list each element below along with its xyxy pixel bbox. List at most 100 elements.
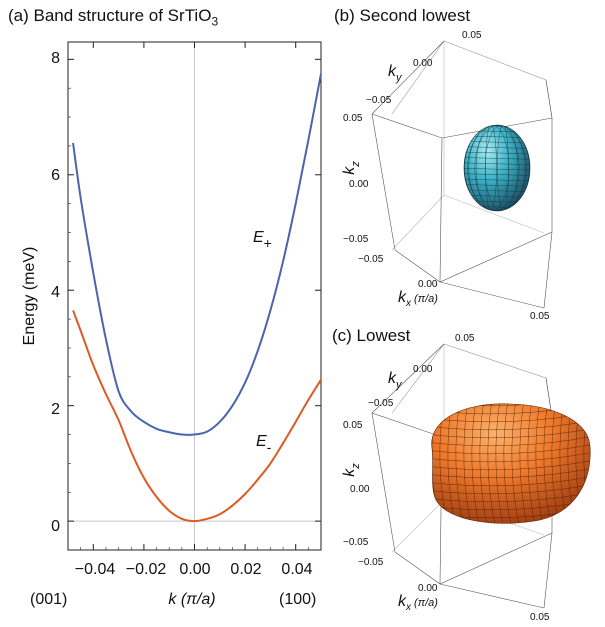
x-tick-neg002: −0.02 (126, 561, 167, 578)
mesh-cyan-parallel (464, 141, 530, 144)
c-kx-tick-005: 0.05 (530, 612, 550, 623)
b-ky-label-main: k (388, 63, 397, 80)
label-e-minus-main: E (256, 433, 267, 450)
mesh-cyan-parallel (464, 162, 530, 165)
b-ky-label: ky (388, 63, 403, 84)
mesh-orange-parallel (431, 435, 591, 447)
box-c-right-lower (543, 532, 553, 609)
box-c-top-left (371, 343, 445, 414)
y-tick-2: 2 (51, 401, 60, 418)
box-c-bottom-front (394, 532, 553, 585)
c-kz-tick-000: 0.00 (350, 484, 370, 495)
box-b-bottom-right (439, 281, 545, 309)
panel-b-title: (b) Second lowest (334, 6, 471, 25)
mesh-orange-meridian (543, 403, 553, 524)
mesh-cyan-meridian (475, 125, 510, 211)
mesh-cyan-meridian (467, 125, 530, 211)
x-axis-label: k (π/a) (168, 591, 215, 608)
b-kx-tick-neg005: −0.05 (358, 254, 384, 265)
band-curves (72, 73, 322, 523)
axis-ticks (67, 42, 322, 550)
mesh-cyan-meridian (484, 125, 519, 211)
y-tick-4: 4 (51, 284, 60, 301)
b-kx-tick-000: 0.00 (418, 279, 438, 290)
label-e-minus: E- (256, 433, 272, 455)
c-kx-label: kx (π/a) (398, 593, 438, 613)
mesh-orange-meridian (487, 403, 497, 524)
mesh-cyan-parallel (464, 151, 530, 155)
c-kz-label-sub: z (350, 463, 362, 470)
mesh-orange-parallel (431, 467, 591, 479)
mesh-cyan-meridian (497, 125, 509, 211)
mesh-orange-meridian (511, 403, 521, 524)
b-kx-tick-005: 0.05 (530, 311, 550, 322)
mesh-cyan-parallel (464, 146, 530, 149)
y-tick-8: 8 (51, 50, 60, 67)
y-axis-label: Energy (meV) (21, 247, 38, 346)
y-tick-6: 6 (51, 167, 60, 184)
b-kx-label-main: k (398, 289, 407, 306)
b-kz-tick-005: 0.05 (343, 113, 363, 124)
mesh-orange-meridian (455, 403, 465, 524)
label-e-plus: E+ (253, 229, 272, 251)
panel-a-title-text: (a) Band structure of SrTiO (8, 6, 212, 25)
x-tick-002: 0.02 (230, 561, 261, 578)
mesh-cyan-parallel (460, 211, 535, 213)
b-kz-label: kz (341, 161, 362, 175)
b-kx-label-unit: (π/a) (411, 293, 438, 305)
mesh-cyan-parallel (464, 157, 530, 160)
mesh-orange-parallel (431, 483, 591, 495)
box-c-back-bottom-left (391, 499, 445, 553)
b-ky-tick-000: 0.00 (413, 58, 433, 69)
x-direction-right: (100) (279, 591, 316, 608)
c-ky-label-main: k (388, 370, 397, 387)
c-kx-tick-000: 0.00 (418, 583, 438, 594)
x-tick-000: 0.00 (179, 561, 210, 578)
x-tick-004: 0.04 (281, 561, 312, 578)
mesh-orange-meridian (463, 403, 473, 524)
panel-a-title-sub: 3 (211, 14, 219, 29)
c-kx-label-unit: (π/a) (411, 597, 438, 609)
label-e-plus-sub: + (264, 235, 272, 251)
mesh-orange-parallel (431, 491, 591, 503)
mesh-orange-meridian (527, 403, 537, 524)
mesh-cyan-meridian (485, 125, 497, 211)
mesh-orange-parallel (425, 524, 595, 534)
reference-lines (68, 42, 321, 550)
mesh-cyan-parallel (464, 173, 530, 176)
c-kz-tick-005: 0.05 (343, 420, 363, 431)
b-kz-tick-neg005: −0.05 (343, 234, 369, 245)
label-e-plus-main: E (253, 229, 264, 246)
box-b-back-bottom-right (443, 194, 545, 234)
mesh-cyan-meridian (464, 125, 527, 211)
c-kz-label: kz (341, 463, 362, 477)
series-line-e-plus (72, 73, 322, 436)
box-b-back-top (391, 40, 553, 119)
c-ky-label-sub: y (395, 379, 403, 391)
box-c-left-vertical (371, 412, 396, 553)
c-kx-label-main: k (398, 593, 407, 610)
c-ky-label: ky (388, 370, 403, 391)
c-kx-tick-neg005: −0.05 (358, 557, 384, 568)
mesh-orange-parallel (431, 443, 591, 455)
series-line-e-minus (72, 310, 322, 523)
fermi-surface-cyan (463, 124, 531, 212)
mesh-orange-meridian (431, 403, 433, 524)
box-c-bottom-right (439, 583, 545, 609)
mesh-orange-parallel (431, 427, 591, 439)
c-ky-tick-000: 0.00 (413, 364, 433, 375)
x-tick-neg004: −0.04 (75, 561, 116, 578)
b-kz-label-sub: z (350, 161, 362, 168)
box-b-right-lower (543, 231, 553, 309)
b-kx-label-sub: x (405, 298, 412, 309)
b-ky-label-sub: y (395, 72, 403, 84)
box-b-front-vertical (439, 137, 443, 283)
mesh-cyan-meridian (474, 125, 526, 211)
c-kz-label-main: k (341, 468, 358, 477)
box-b-bottom-front (394, 231, 553, 283)
mesh-cyan-parallel (464, 184, 530, 187)
mesh-orange-meridian (471, 403, 481, 524)
b-ky-tick-neg005: −0.05 (366, 95, 392, 106)
mesh-orange-parallel (431, 459, 591, 471)
